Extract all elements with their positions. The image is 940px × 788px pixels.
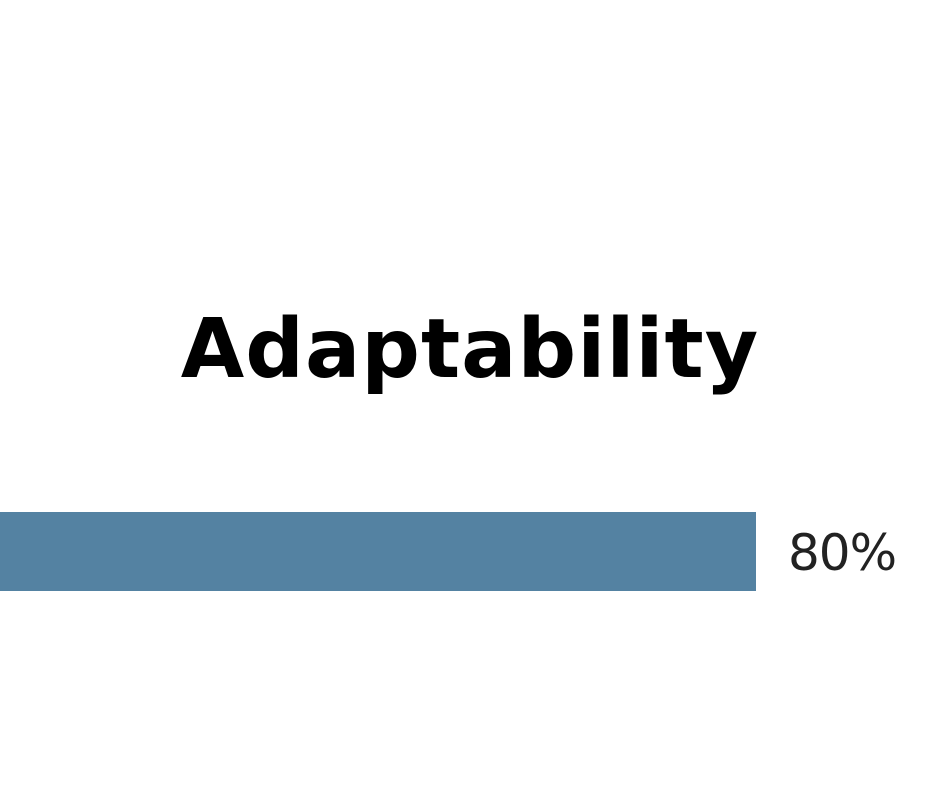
progress-value-label: 80%	[788, 524, 897, 582]
skill-title: Adaptability	[180, 302, 760, 397]
progress-bar-fill	[0, 512, 756, 591]
progress-bar-track	[0, 512, 940, 591]
